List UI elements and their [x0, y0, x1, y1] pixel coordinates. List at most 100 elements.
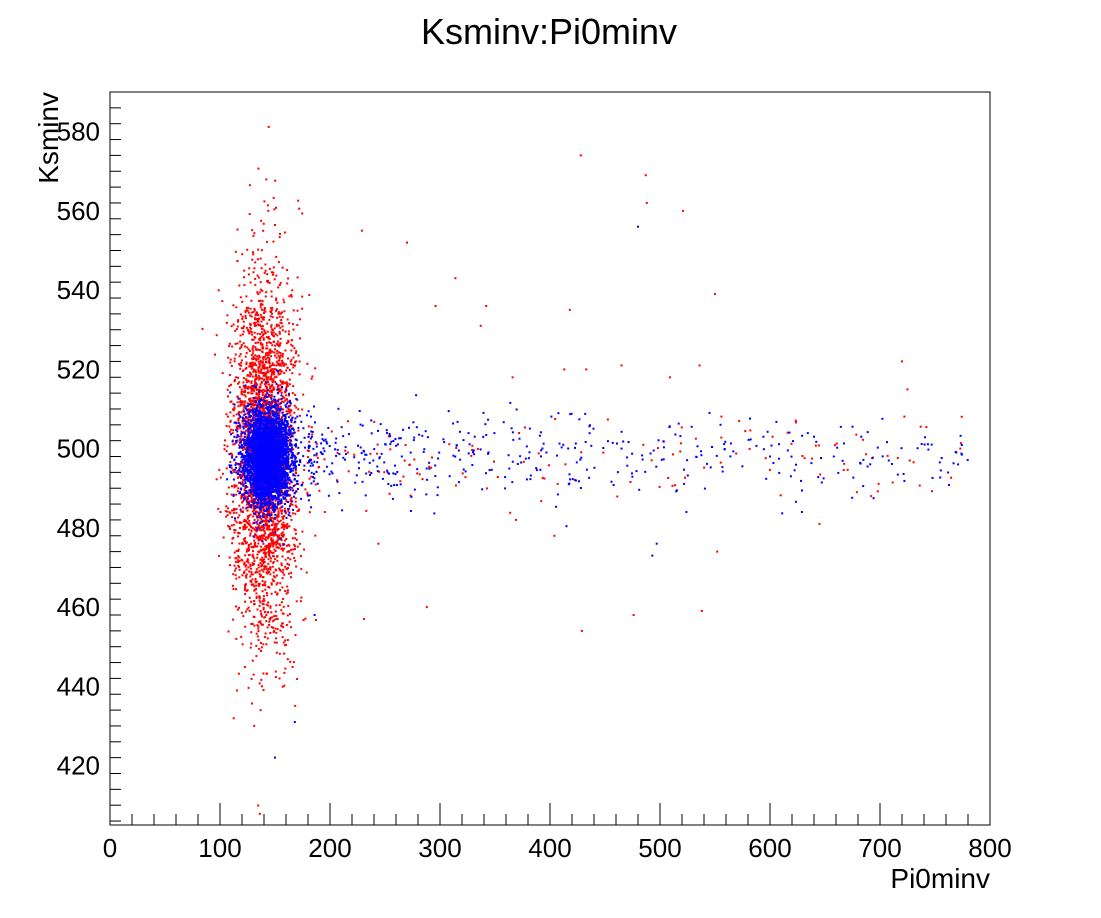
scatter-point	[282, 363, 285, 366]
scatter-point	[294, 634, 297, 637]
scatter-point	[246, 471, 249, 474]
scatter-point	[306, 461, 309, 464]
scatter-point	[674, 484, 677, 487]
scatter-point	[276, 528, 279, 531]
scatter-point	[281, 329, 284, 332]
scatter-point	[249, 324, 252, 326]
scatter-point	[814, 444, 817, 447]
scatter-point	[235, 588, 238, 591]
scatter-point	[240, 462, 243, 465]
scatter-point	[225, 515, 228, 518]
scatter-point	[248, 468, 251, 471]
scatter-point	[254, 541, 256, 544]
scatter-point	[248, 398, 251, 401]
scatter-point	[256, 519, 259, 522]
scatter-point	[279, 405, 282, 408]
scatter-point	[278, 284, 281, 286]
scatter-point	[248, 609, 251, 612]
scatter-point	[229, 419, 232, 422]
scatter-point	[281, 509, 284, 512]
scatter-point	[261, 602, 264, 605]
scatter-point	[276, 391, 279, 394]
scatter-point	[679, 442, 682, 445]
scatter-point	[259, 383, 262, 386]
scatter-point	[925, 426, 928, 428]
scatter-point	[283, 644, 286, 647]
scatter-point	[413, 458, 416, 461]
scatter-point	[268, 620, 271, 623]
scatter-point	[235, 422, 238, 425]
scatter-point	[282, 428, 285, 431]
scatter-point	[290, 343, 293, 346]
scatter-point	[282, 641, 285, 644]
scatter-point	[279, 519, 282, 522]
scatter-point	[290, 448, 292, 451]
scatter-point	[287, 277, 290, 280]
scatter-point	[259, 529, 262, 532]
scatter-point	[279, 312, 282, 315]
scatter-point	[249, 322, 252, 325]
scatter-point	[218, 554, 220, 557]
scatter-point	[257, 488, 260, 491]
scatter-point	[264, 332, 267, 335]
scatter-point	[245, 568, 248, 571]
scatter-point	[266, 512, 269, 515]
scatter-point	[257, 406, 260, 409]
scatter-point	[251, 338, 254, 341]
scatter-point	[315, 454, 318, 457]
scatter-point	[285, 516, 288, 519]
scatter-point	[291, 552, 294, 555]
scatter-point	[257, 354, 260, 357]
scatter-point	[296, 510, 299, 512]
scatter-point	[268, 357, 271, 360]
scatter-point	[274, 368, 277, 371]
scatter-point	[228, 526, 231, 528]
scatter-point	[280, 322, 283, 325]
scatter-point	[270, 355, 273, 358]
scatter-point	[314, 367, 317, 370]
scatter-point	[237, 561, 239, 564]
scatter-point	[271, 565, 274, 568]
scatter-point	[260, 510, 263, 513]
scatter-point	[275, 352, 278, 355]
scatter-point	[266, 570, 269, 573]
scatter-point	[268, 366, 271, 369]
scatter-point	[271, 542, 274, 545]
scatter-point	[297, 408, 300, 411]
scatter-point	[244, 317, 247, 320]
scatter-point	[283, 469, 286, 472]
scatter-point	[290, 294, 293, 296]
scatter-point	[281, 359, 283, 362]
scatter-point	[275, 543, 278, 546]
scatter-point	[275, 615, 278, 617]
scatter-point	[416, 472, 419, 475]
scatter-point	[285, 449, 288, 452]
scatter-point	[263, 520, 266, 523]
scatter-point	[262, 403, 264, 405]
scatter-point	[223, 444, 226, 447]
scatter-point	[270, 537, 273, 540]
scatter-point	[262, 570, 265, 573]
scatter-point	[258, 366, 261, 369]
scatter-point	[855, 491, 858, 494]
scatter-point	[403, 459, 406, 462]
scatter-point	[233, 531, 236, 534]
scatter-point	[253, 324, 256, 327]
scatter-point	[259, 413, 262, 416]
scatter-point	[278, 492, 281, 495]
scatter-point	[275, 206, 277, 209]
scatter-point	[287, 509, 290, 512]
scatter-point	[247, 306, 250, 309]
scatter-point	[896, 457, 899, 459]
scatter-point	[294, 364, 297, 367]
scatter-point	[237, 487, 240, 490]
scatter-point	[347, 420, 350, 423]
scatter-point	[297, 509, 300, 512]
scatter-point	[241, 462, 244, 465]
scatter-point	[240, 435, 243, 438]
scatter-point	[259, 575, 262, 578]
scatter-point	[258, 488, 261, 491]
scatter-point	[249, 437, 252, 439]
scatter-point	[285, 387, 287, 390]
scatter-point	[263, 373, 266, 376]
